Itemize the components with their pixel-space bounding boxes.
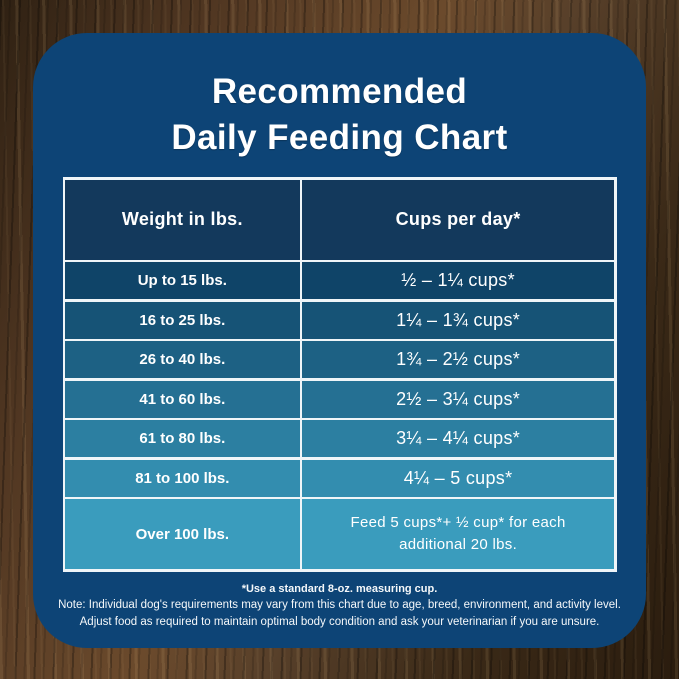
cups-cell: 3¼ – 4¼ cups* [302,420,614,457]
footnote-adjust-line: Adjust food as required to maintain opti… [79,616,600,629]
cups-cell: 1¾ – 2½ cups* [302,341,614,378]
weight-cell: Up to 15 lbs. [65,262,300,299]
cups-cell: ½ – 1¼ cups* [302,262,614,299]
cups-cell: 2½ – 3¼ cups* [302,380,614,418]
weight-cell: 61 to 80 lbs. [65,420,300,457]
weight-cell: 81 to 100 lbs. [65,459,300,497]
cups-cell: 1¼ – 1¾ cups* [302,301,614,339]
chart-title-line-1: Recommended [211,72,468,111]
cups-cell: 4¼ – 5 cups* [302,459,614,497]
weight-cell: 26 to 40 lbs. [65,341,300,378]
footnote-note-line: Note: Individual dog's requirements may … [58,599,621,611]
chart-title: Recommended Daily Feeding Chart [33,69,646,160]
chart-title-line-2: Daily Feeding Chart [171,117,508,157]
cups-cell: Feed 5 cups*+ ½ cup* for each additional… [302,499,614,569]
footnote-measuring-cup: *Use a standard 8-oz. measuring cup. [241,582,438,595]
header-cell-weight: Weight in lbs. [65,179,300,260]
feeding-table: Weight in lbs. Cups per day* Up to 15 lb… [62,177,617,572]
footnotes: *Use a standard 8-oz. measuring cup. Not… [33,581,646,632]
weight-cell: 16 to 25 lbs. [65,301,300,339]
weight-cell: Over 100 lbs. [65,499,300,569]
header-cell-cups: Cups per day* [302,179,614,260]
weight-cell: 41 to 60 lbs. [65,380,300,418]
feeding-chart-card: Recommended Daily Feeding Chart Weight i… [33,33,646,648]
